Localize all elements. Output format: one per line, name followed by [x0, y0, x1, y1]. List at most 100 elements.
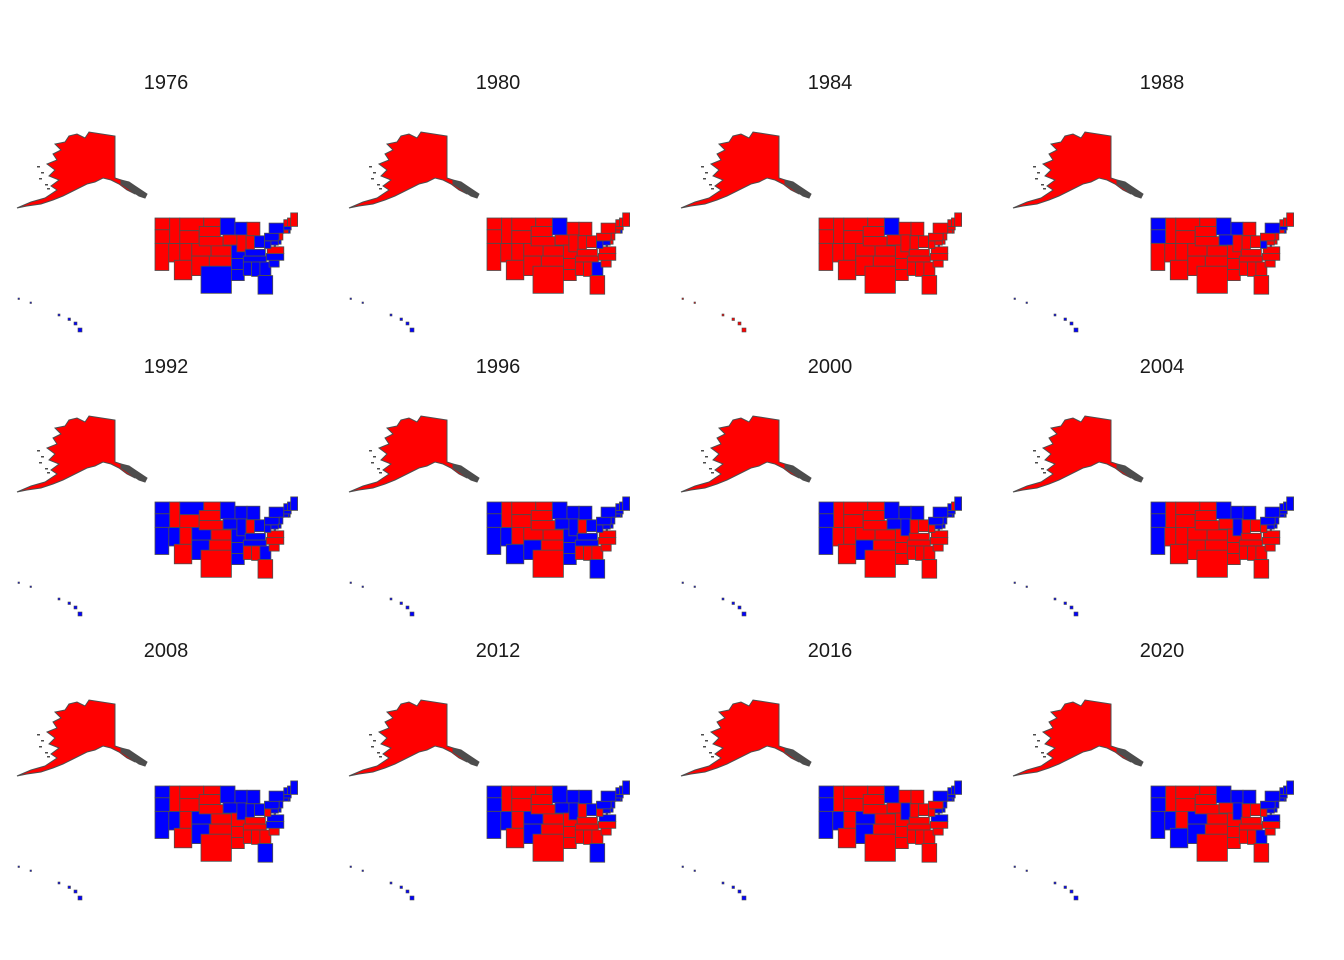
- state-KS: [874, 529, 896, 541]
- map-panel-1984: 1984: [664, 12, 996, 333]
- state-ME: [622, 496, 630, 511]
- state-LA: [563, 269, 577, 281]
- state-PA: [596, 232, 612, 242]
- state-IA: [554, 802, 570, 814]
- state-MA: [283, 226, 292, 231]
- state-NC: [597, 253, 617, 261]
- state-NH: [951, 501, 956, 511]
- state-KS: [874, 245, 896, 257]
- state-AZ: [1169, 827, 1189, 849]
- hawaii-island: [681, 581, 684, 584]
- state-MN: [219, 501, 236, 520]
- alaska-panhandle: [784, 747, 812, 767]
- state-AK: [680, 699, 804, 777]
- state-NJ: [1274, 232, 1280, 241]
- state-FL: [589, 275, 606, 295]
- state-NY: [932, 506, 949, 518]
- hawaii-island: [405, 321, 410, 326]
- hawaii-island: [349, 297, 352, 300]
- hawaii-island: [1069, 889, 1074, 894]
- state-AR: [563, 826, 576, 838]
- state-UT: [511, 242, 525, 261]
- state-FL: [589, 843, 606, 863]
- aleutian-island: [1037, 740, 1040, 742]
- state-NY: [600, 506, 617, 518]
- hawaii-island: [57, 881, 61, 885]
- state-LA: [231, 553, 245, 565]
- state-FL: [921, 559, 938, 579]
- state-ME: [954, 496, 962, 511]
- aleutian-island: [373, 456, 376, 458]
- state-WA: [818, 501, 835, 515]
- state-MI: [1242, 505, 1257, 521]
- hawaii-island: [741, 895, 747, 901]
- state-ME: [622, 780, 630, 795]
- state-MD: [934, 808, 943, 814]
- state-MA: [283, 794, 292, 799]
- state-TN: [1238, 823, 1263, 831]
- state-DE: [609, 807, 614, 813]
- state-NH: [619, 501, 624, 511]
- state-DE: [941, 807, 946, 813]
- state-DE: [941, 523, 946, 529]
- panel-title: 2000: [807, 356, 853, 378]
- state-DC: [605, 244, 608, 247]
- state-RI: [619, 229, 623, 234]
- state-WI: [898, 221, 912, 236]
- state-WV: [596, 808, 604, 817]
- state-ME: [1286, 496, 1294, 511]
- state-MI: [1242, 221, 1257, 237]
- state-ND: [535, 785, 553, 795]
- state-AK: [348, 699, 480, 777]
- state-WI: [566, 221, 580, 236]
- state-OK: [540, 539, 564, 551]
- state-TN: [1238, 539, 1263, 547]
- state-TN: [242, 255, 267, 263]
- state-IA: [222, 802, 238, 814]
- state-AR: [1227, 542, 1240, 554]
- hawaii-island: [389, 597, 393, 601]
- state-MA: [947, 794, 956, 799]
- state-DE: [277, 523, 282, 529]
- state-SD: [1194, 510, 1217, 522]
- state-WY: [1175, 230, 1196, 244]
- state-WY: [511, 798, 532, 812]
- hawaii-island: [1063, 317, 1067, 321]
- aleutian-island: [41, 172, 44, 174]
- aleutian-island: [379, 756, 382, 758]
- hawaii-island: [77, 895, 83, 901]
- hawaii-island: [1063, 601, 1067, 605]
- state-VT: [947, 503, 952, 511]
- map-panel-2016: 2016: [664, 580, 996, 901]
- state-WY: [179, 230, 200, 244]
- state-FL: [1253, 559, 1270, 579]
- state-NE: [198, 520, 224, 531]
- state-CT: [283, 797, 289, 802]
- state-WY: [843, 514, 864, 528]
- state-KS: [874, 813, 896, 825]
- contiguous-us: [154, 212, 298, 295]
- state-WV: [264, 240, 272, 249]
- state-VT: [1279, 219, 1284, 227]
- state-WY: [1175, 514, 1196, 528]
- state-KY: [908, 532, 930, 541]
- state-FL: [1253, 275, 1270, 295]
- state-MI: [246, 789, 261, 805]
- state-AK: [1012, 131, 1144, 209]
- aleutian-island: [379, 472, 382, 474]
- hawaii-island: [349, 581, 352, 584]
- state-NJ: [610, 800, 616, 809]
- state-OH: [254, 519, 265, 532]
- state-WY: [843, 230, 864, 244]
- state-OK: [872, 823, 896, 835]
- state-HI: [681, 297, 747, 333]
- map-panel-1992: 1992: [0, 296, 332, 617]
- hawaii-island: [361, 869, 364, 872]
- state-MI: [910, 789, 925, 805]
- aleutian-island: [703, 462, 706, 464]
- state-OK: [208, 255, 232, 267]
- state-OK: [540, 823, 564, 835]
- state-NH: [287, 785, 292, 795]
- state-IA: [1218, 802, 1234, 814]
- map-panel-2008: 2008: [0, 580, 332, 901]
